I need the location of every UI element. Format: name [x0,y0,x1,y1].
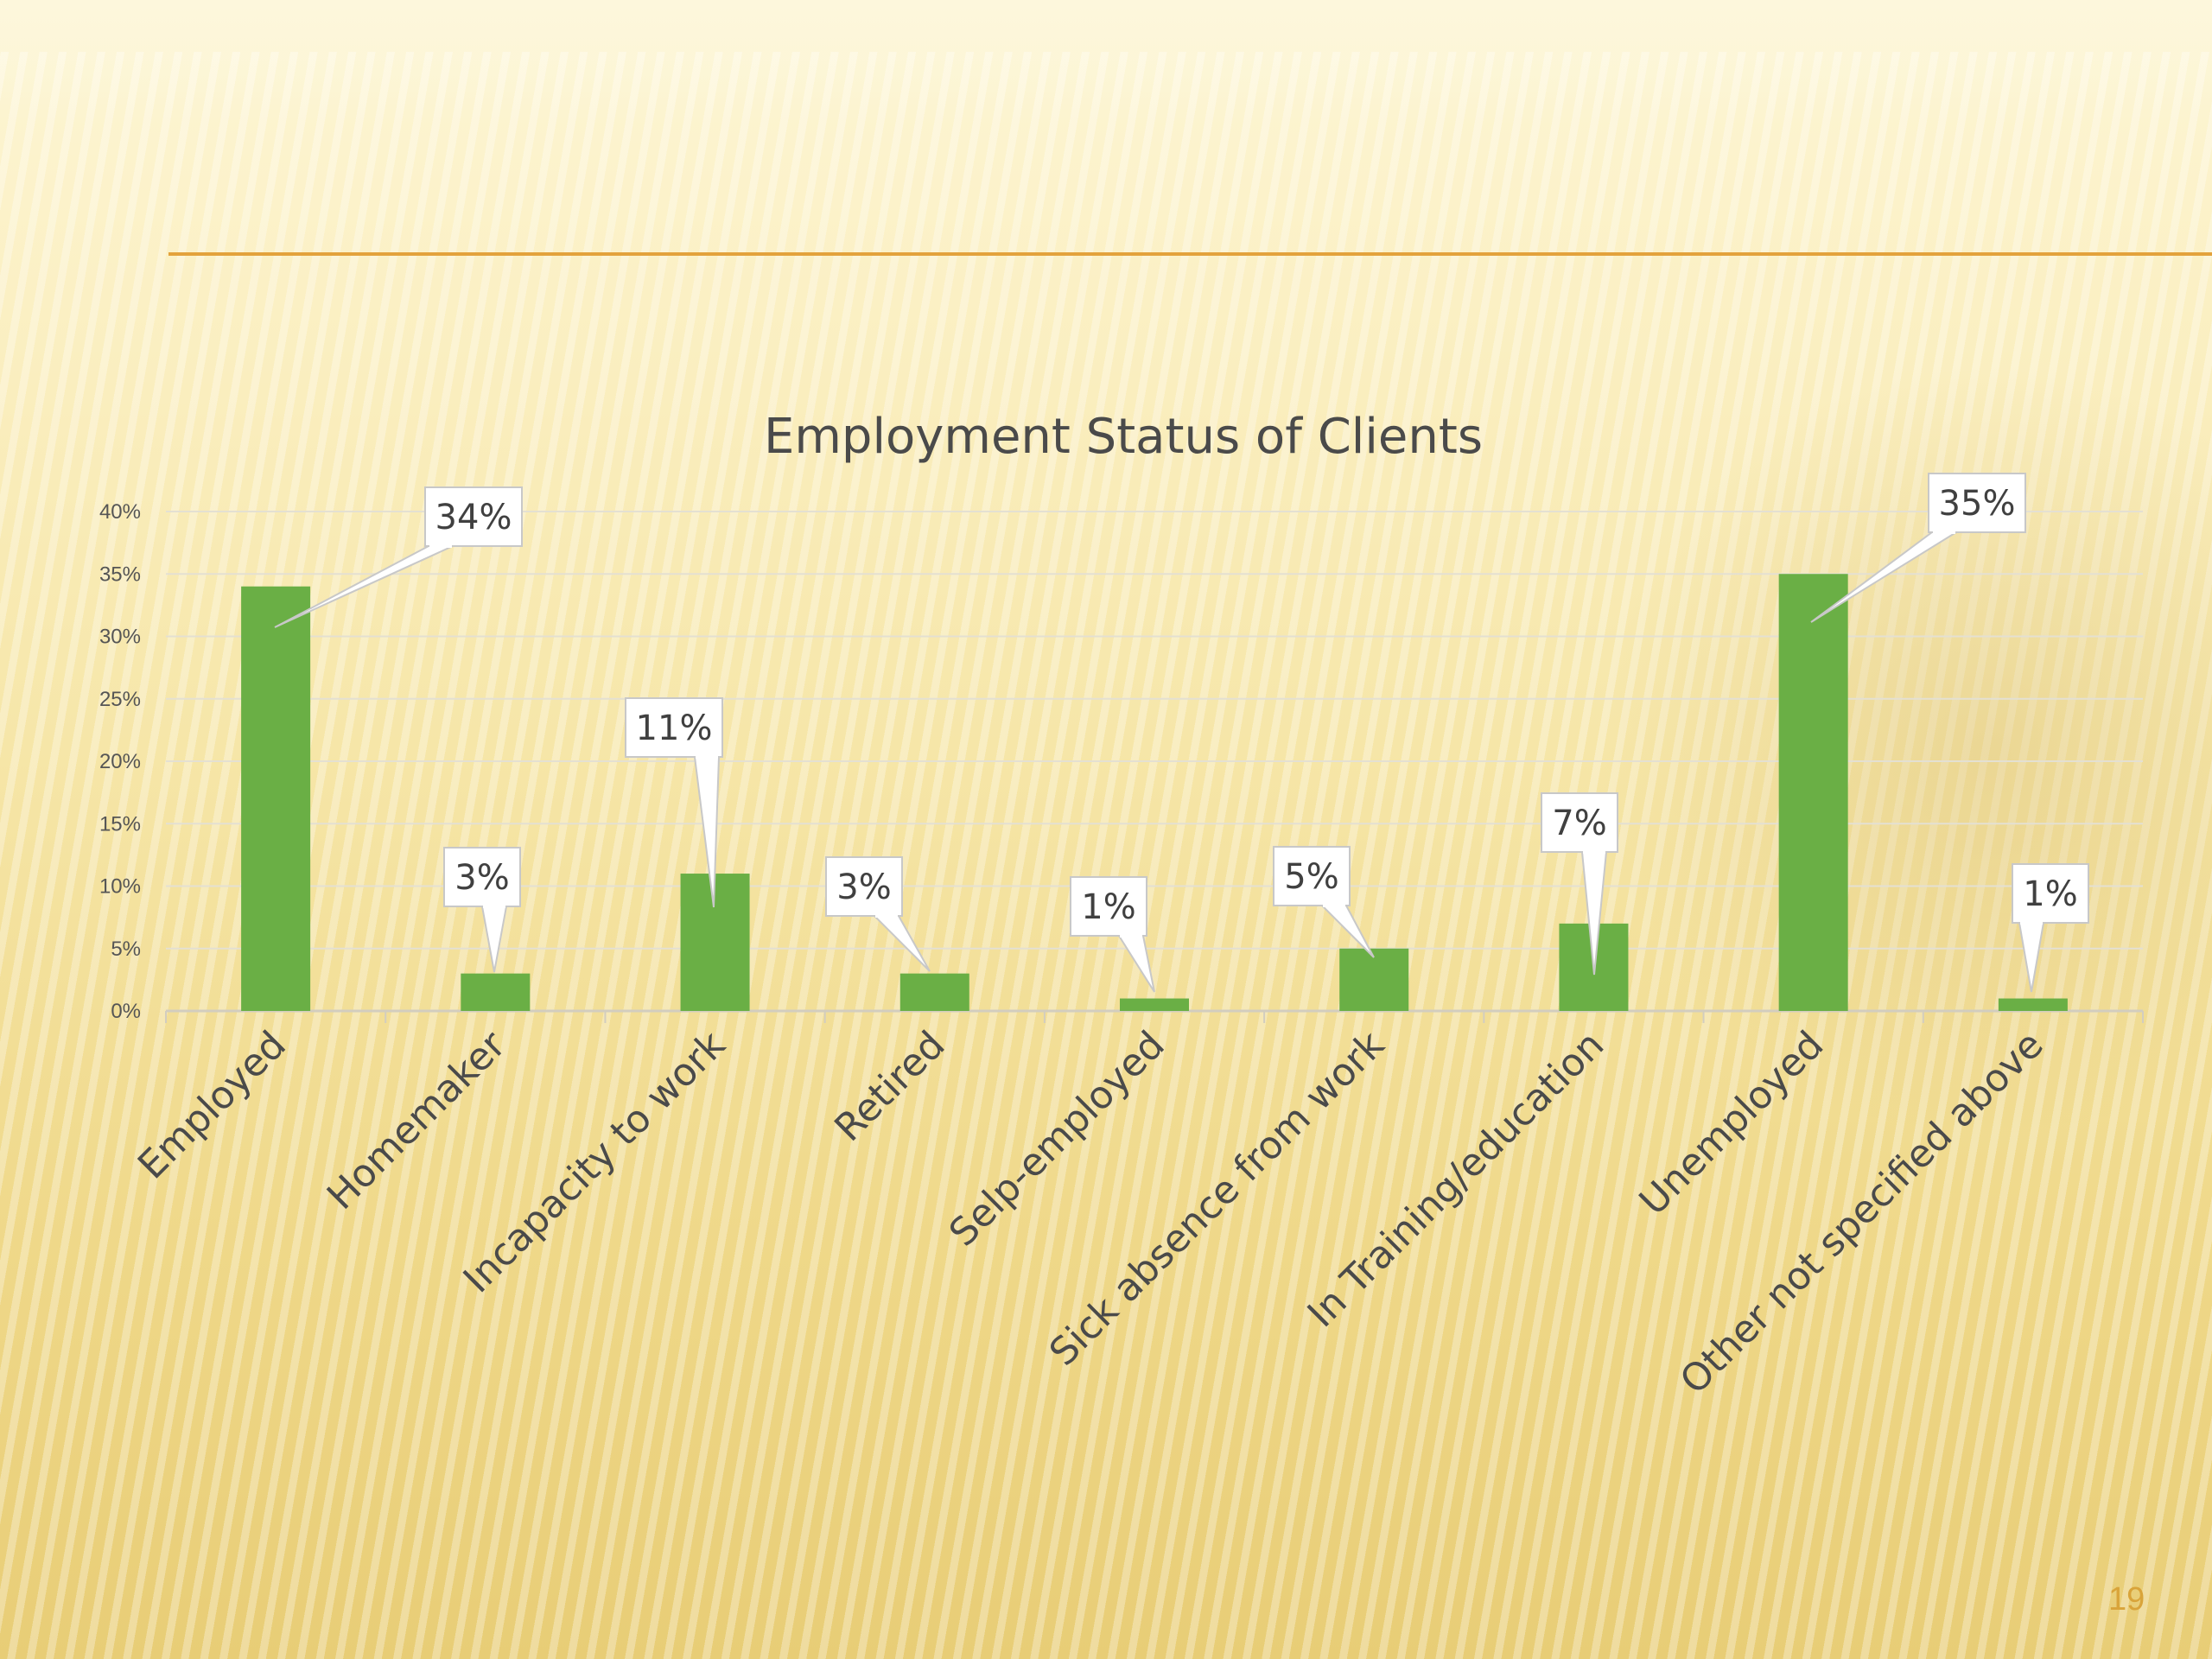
data-label-pointer [2018,922,2045,993]
data-label: 3% [836,868,891,907]
data-label-joint [1120,933,1142,938]
y-tick-label: 40% [99,500,141,524]
chart-title: Employment Status of Clients [764,409,1483,465]
data-label-box [443,847,521,907]
data-label-box [825,856,903,917]
data-label-box [1273,846,1351,906]
data-label-joint [1323,903,1345,907]
data-label-box [625,697,723,758]
bar [461,973,531,1011]
data-label-box [1541,792,1618,853]
category-label: Employed [130,1023,295,1188]
data-label: 11% [636,709,713,748]
data-label-box [2012,863,2089,924]
data-label: 1% [1081,887,1135,927]
data-label-box [1070,876,1147,937]
data-label: 7% [1552,804,1606,843]
data-label-joint [875,913,898,918]
bar [1339,948,1409,1011]
data-label-joint [2020,920,2043,925]
data-label: 1% [2023,874,2077,914]
bar [1778,574,1848,1011]
y-tick-label: 30% [99,626,141,649]
y-tick-label: 0% [111,1000,141,1023]
data-label-pointer [872,915,931,972]
data-label-joint [429,543,452,548]
category-label: Other not specified above [1672,1023,2052,1403]
data-label: 5% [1284,857,1338,897]
data-label-pointer [1117,935,1155,993]
bar [241,586,311,1011]
bar [1120,998,1189,1011]
bar [680,874,750,1011]
data-label-box [424,486,523,547]
title-rule [168,252,2212,256]
page-number: 19 [2108,1581,2145,1618]
y-tick-label: 10% [99,875,141,899]
data-label: 34% [435,498,512,537]
data-label-joint [483,904,505,908]
data-label-box [1928,473,2026,533]
y-tick-label: 25% [99,688,141,711]
data-label-joint [1583,849,1605,854]
data-label-joint [1933,530,1955,534]
bar [899,973,969,1011]
data-label-joint [696,754,718,759]
data-label: 35% [1939,484,2016,524]
y-tick-label: 35% [99,563,141,586]
bar [1998,998,2068,1011]
data-label-pointer [480,906,508,973]
data-label: 3% [454,858,509,898]
y-tick-label: 20% [99,750,141,773]
category-label: Retired [826,1023,953,1150]
category-label: Selp-employed [941,1023,1173,1255]
y-tick-label: 15% [99,812,141,836]
y-tick-label: 5% [111,938,141,961]
category-label: Unemployed [1631,1023,1833,1224]
category-label: Homemaker [319,1022,515,1218]
